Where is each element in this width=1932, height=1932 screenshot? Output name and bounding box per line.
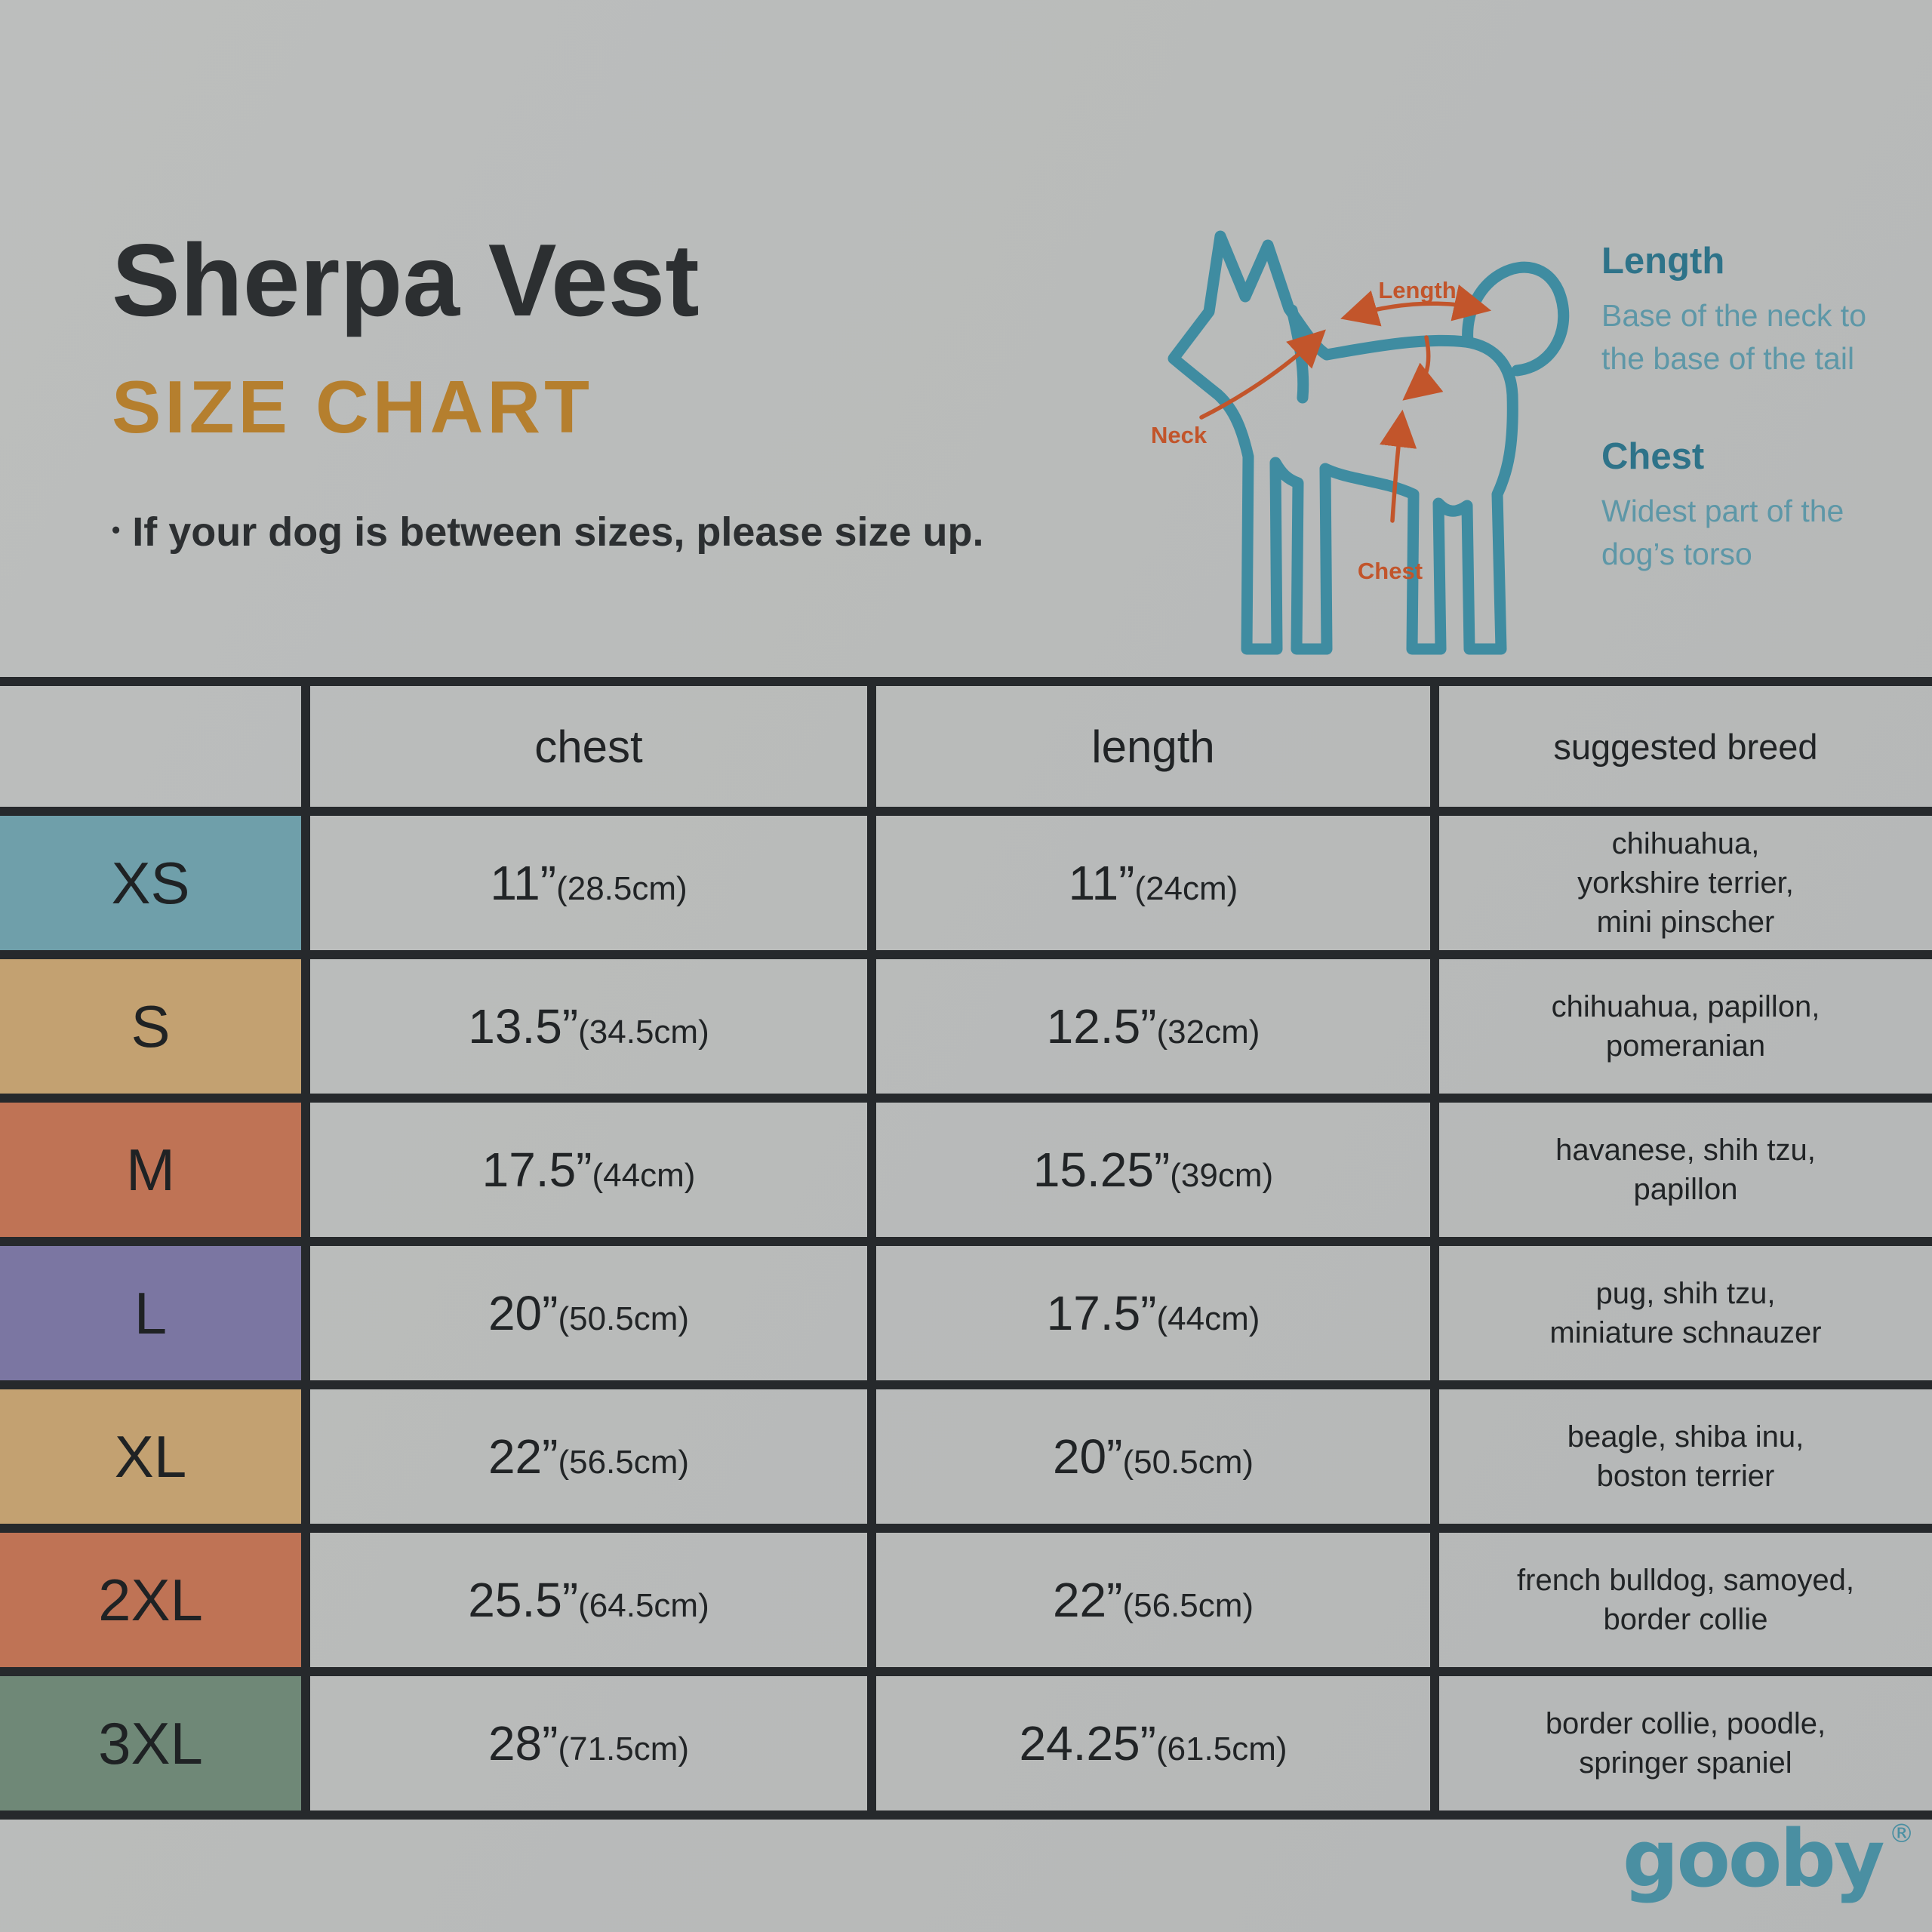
dog-outline-icon	[1168, 230, 1570, 655]
legend-chest-desc: Widest part of the dog’s torso	[1601, 494, 1844, 571]
size-badge: L	[0, 1237, 310, 1389]
measurement-legend: Length Base of the neck to the base of t…	[1601, 240, 1932, 575]
chest-value: 20”(50.5cm)	[301, 1237, 876, 1389]
length-value: 11”(24cm)	[867, 807, 1439, 959]
bullet-icon: •	[112, 515, 121, 543]
length-label: Length	[1378, 277, 1456, 303]
chest-label: Chest	[1358, 558, 1423, 584]
breed-list: beagle, shiba inu, boston terrier	[1430, 1380, 1932, 1533]
table-row: L 20”(50.5cm) 17.5”(44cm) pug, shih tzu,…	[0, 1237, 1932, 1389]
length-value: 22”(56.5cm)	[867, 1524, 1439, 1676]
table-row: S 13.5”(34.5cm) 12.5”(32cm) chihuahua, p…	[0, 950, 1932, 1103]
length-value: 24.25”(61.5cm)	[867, 1667, 1439, 1820]
corner-cell	[0, 677, 310, 816]
legend-length: Length Base of the neck to the base of t…	[1601, 240, 1932, 380]
gooby-logo: gooby ®	[1623, 1813, 1915, 1905]
breed-list: french bulldog, samoyed, border collie	[1430, 1524, 1932, 1676]
breed-list: chihuahua, yorkshire terrier, mini pinsc…	[1430, 807, 1932, 959]
sizing-note-text: If your dog is between sizes, please siz…	[132, 509, 984, 555]
gooby-logo-word: gooby	[1623, 1813, 1885, 1905]
neck-arrow	[1199, 329, 1326, 420]
chest-arrow-up	[1380, 409, 1417, 523]
chest-value: 17.5”(44cm)	[301, 1094, 876, 1246]
breed-list: havanese, shih tzu, papillon	[1430, 1094, 1932, 1246]
page-subtitle: SIZE CHART	[112, 365, 593, 448]
size-badge: XS	[0, 807, 310, 959]
chest-arrow-down	[1402, 335, 1444, 401]
chest-value: 22”(56.5cm)	[301, 1380, 876, 1533]
column-header-length: length	[867, 677, 1439, 816]
column-header-breed: suggested breed	[1430, 677, 1932, 816]
legend-chest: Chest Widest part of the dog’s torso	[1601, 435, 1932, 575]
registered-mark: ®	[1888, 1819, 1915, 1849]
size-badge: S	[0, 950, 310, 1103]
length-value: 20”(50.5cm)	[867, 1380, 1439, 1533]
chest-value: 25.5”(64.5cm)	[301, 1524, 876, 1676]
header-row: chest length suggested breed	[0, 677, 1932, 816]
length-value: 17.5”(44cm)	[867, 1237, 1439, 1389]
table-row: M 17.5”(44cm) 15.25”(39cm) havanese, shi…	[0, 1094, 1932, 1246]
breed-list: border collie, poodle, springer spaniel	[1430, 1667, 1932, 1820]
column-header-chest: chest	[301, 677, 876, 816]
page-title: Sherpa Vest	[112, 223, 700, 337]
chest-value: 11”(28.5cm)	[301, 807, 876, 959]
size-badge: XL	[0, 1380, 310, 1533]
legend-length-desc: Base of the neck to the base of the tail	[1601, 298, 1867, 376]
length-arrow	[1340, 285, 1492, 327]
table-row: 3XL 28”(71.5cm) 24.25”(61.5cm) border co…	[0, 1667, 1932, 1820]
length-value: 15.25”(39cm)	[867, 1094, 1439, 1246]
legend-chest-term: Chest	[1601, 436, 1705, 478]
header: Sherpa Vest SIZE CHART • If your dog is b…	[112, 226, 984, 555]
size-badge: M	[0, 1094, 310, 1246]
sizing-note: • If your dog is between sizes, please si…	[112, 509, 984, 555]
size-badge: 3XL	[0, 1667, 310, 1820]
breed-list: chihuahua, papillon, pomeranian	[1430, 950, 1932, 1103]
length-value: 12.5”(32cm)	[867, 950, 1439, 1103]
dog-measurement-diagram: Neck Length Chest	[1151, 230, 1570, 655]
size-badge: 2XL	[0, 1524, 310, 1676]
chest-value: 13.5”(34.5cm)	[301, 950, 876, 1103]
measurement-arrows	[1199, 285, 1492, 523]
table-row: XS 11”(28.5cm) 11”(24cm) chihuahua, york…	[0, 807, 1932, 959]
chest-value: 28”(71.5cm)	[301, 1667, 876, 1820]
legend-length-term: Length	[1601, 241, 1725, 281]
size-chart-table: chest length suggested breed XS 11”(28.5…	[0, 677, 1932, 1820]
table-row: XL 22”(56.5cm) 20”(50.5cm) beagle, shiba…	[0, 1380, 1932, 1533]
breed-list: pug, shih tzu, miniature schnauzer	[1430, 1237, 1932, 1389]
neck-label: Neck	[1151, 422, 1208, 448]
table-row: 2XL 25.5”(64.5cm) 22”(56.5cm) french bul…	[0, 1524, 1932, 1676]
